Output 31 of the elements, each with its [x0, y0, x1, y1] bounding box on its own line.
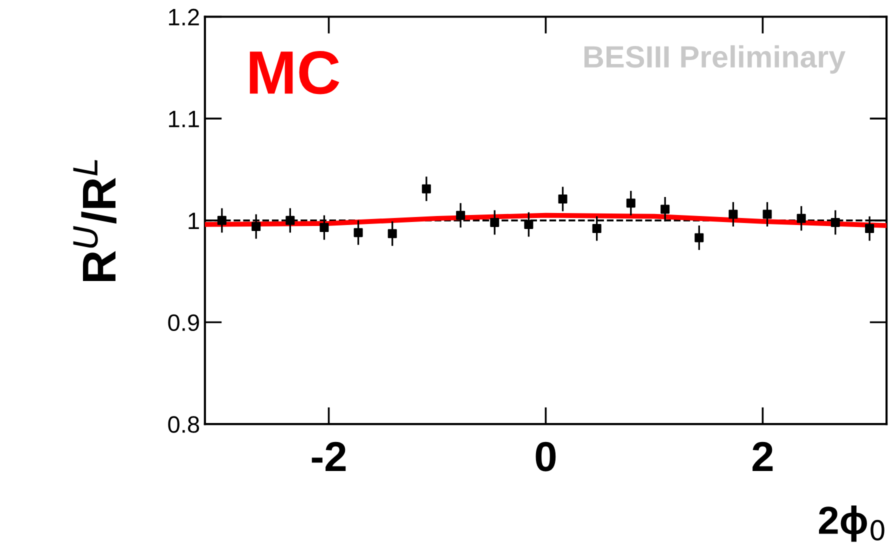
- y-tick-label: 0.8: [168, 416, 200, 433]
- y-axis-title: R$^{U}$/R$^{L}$: [73, 160, 116, 281]
- point: [728, 210, 738, 219]
- point: [796, 214, 806, 223]
- point: [354, 228, 363, 238]
- point: [865, 224, 874, 234]
- point: [762, 210, 772, 219]
- point: [660, 204, 670, 214]
- point: [217, 216, 226, 225]
- point: [592, 224, 602, 234]
- x-tick-label: 0: [536, 442, 556, 472]
- x-tick-label: 2: [752, 442, 773, 471]
- x-tick-label: -2: [312, 442, 346, 471]
- point: [388, 229, 397, 238]
- point: [626, 198, 636, 208]
- point: [422, 184, 431, 194]
- point: [490, 218, 500, 227]
- point: [286, 216, 295, 225]
- point: [558, 194, 568, 204]
- annotation: MC: [250, 50, 340, 94]
- point: [320, 223, 329, 232]
- point: [252, 222, 261, 232]
- y-tick-label: 0.9: [168, 314, 199, 332]
- x-axis-title: 2ϕ$_{0}$: [819, 506, 884, 542]
- y-tick-label: 1: [188, 212, 199, 229]
- point: [830, 218, 840, 227]
- point: [524, 220, 534, 229]
- point: [456, 210, 466, 220]
- point: [694, 233, 704, 242]
- y-tick-label: 1.1: [169, 110, 199, 128]
- y-tick-label: 1.2: [169, 8, 199, 26]
